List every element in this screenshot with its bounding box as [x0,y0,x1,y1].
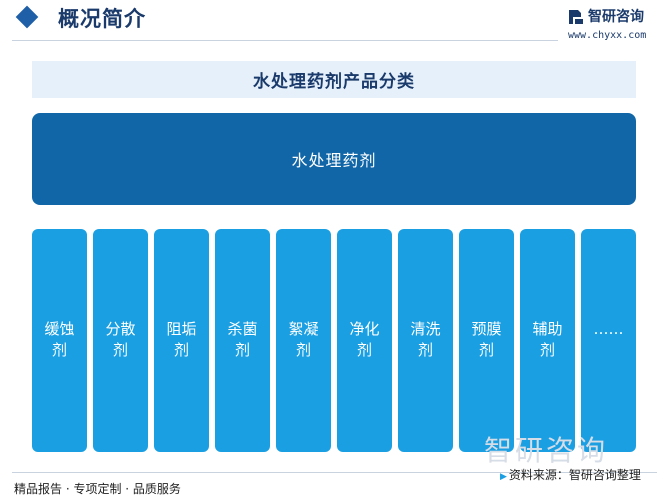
child-node: 辅助剂 [520,229,575,452]
child-node-label: 辅助剂 [532,320,563,359]
child-node-label: 缓蚀剂 [44,320,75,359]
child-node: 清洗剂 [398,229,453,452]
child-node-label: 净化剂 [349,320,380,359]
brand-mark-icon [569,10,583,24]
child-node: 净化剂 [337,229,392,452]
brand-name: 智研咨询 [588,9,644,25]
header-divider [12,40,558,41]
footer-divider [12,472,657,473]
triangle-icon: ▶ [500,472,507,482]
child-node: 絮凝剂 [276,229,331,452]
child-node-label: 杀菌剂 [227,320,258,359]
diagram-title: 水处理药剂产品分类 [253,72,415,92]
child-nodes: 缓蚀剂 分散剂 阻垢剂 杀菌剂 絮凝剂 净化剂 清洗剂 预膜剂 辅助剂 …… [32,229,636,452]
child-node-label: 絮凝剂 [288,320,319,359]
child-node: 杀菌剂 [215,229,270,452]
child-node: …… [581,229,636,452]
diamond-icon [15,5,39,29]
child-node-label: 预膜剂 [471,320,502,359]
watermark: 智研咨询 [484,434,609,467]
child-node-label: 阻垢剂 [166,320,197,359]
child-node-label: 清洗剂 [410,320,441,359]
page-header: 概况简介 智研咨询 www.chyxx.com [0,0,669,44]
child-node: 预膜剂 [459,229,514,452]
brand-url: www.chyxx.com [568,30,647,41]
source-text: 资料来源：智研咨询整理 [508,468,641,482]
page-title: 概况简介 [58,7,146,31]
root-node-label: 水处理药剂 [291,151,377,170]
child-node: 分散剂 [93,229,148,452]
footer-slogan: 精品报告 · 专项定制 · 品质服务 [14,482,181,496]
child-node-label: …… [593,320,624,338]
child-node: 阻垢剂 [154,229,209,452]
child-node: 缓蚀剂 [32,229,87,452]
brand-logo: 智研咨询 www.chyxx.com [568,6,668,42]
root-node: 水处理药剂 [32,113,636,205]
source-note: ▶ 资料来源：智研咨询整理 [500,466,641,486]
child-node-label: 分散剂 [105,320,136,359]
diagram-title-bar: 水处理药剂产品分类 [32,61,636,98]
